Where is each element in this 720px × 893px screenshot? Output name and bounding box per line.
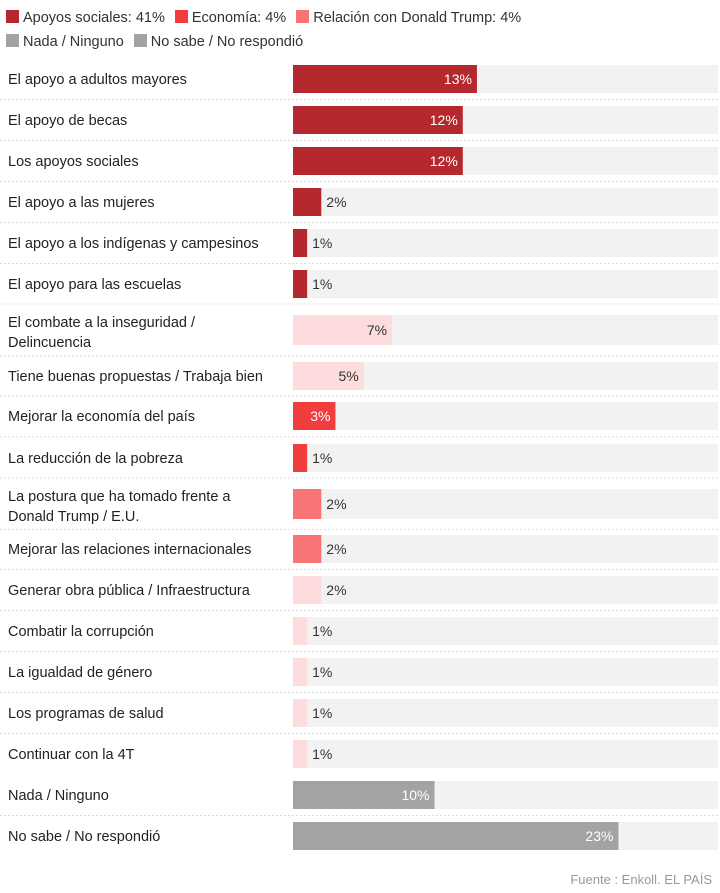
legend-swatch (296, 10, 310, 23)
legend-swatch (133, 34, 147, 47)
value-label: 1% (312, 276, 332, 292)
category-label: Nada / Ninguno (8, 788, 109, 804)
legend-swatch (6, 34, 19, 47)
category-label: El apoyo a las mujeres (8, 195, 155, 211)
legend-swatch (6, 10, 19, 23)
value-label: 1% (312, 623, 332, 639)
legend-item-apoyos-sociales: Apoyos sociales: 41% (6, 6, 165, 30)
value-label: 23% (585, 828, 613, 844)
bar-track (293, 444, 718, 472)
category-label: Los apoyos sociales (8, 154, 139, 170)
bar (293, 188, 322, 216)
bar (293, 147, 463, 175)
bar (293, 402, 336, 430)
value-label: 1% (312, 450, 332, 466)
bar-track (293, 402, 718, 430)
category-label: La reducción de la pobreza (8, 451, 184, 467)
value-label: 13% (444, 71, 472, 87)
category-label: El apoyo para las escuelas (8, 277, 181, 293)
value-label: 2% (326, 496, 346, 512)
category-label: La igualdad de género (8, 665, 152, 681)
bar-track (293, 535, 718, 563)
category-label: El combate a la inseguridad / Delincuenci… (8, 315, 196, 351)
legend-item-economia: Economía: 4% (174, 6, 287, 30)
bar-track (293, 362, 718, 390)
bar (293, 535, 322, 563)
category-label: La postura que ha tomado frente a Donald … (8, 489, 231, 525)
bar-track (293, 270, 718, 298)
value-label: 2% (326, 194, 346, 210)
category-label: Tiene buenas propuestas / Trabaja bien (8, 369, 263, 385)
chart-legend: Apoyos sociales: 41% Economía: 4% Relaci… (6, 6, 646, 54)
value-label: 1% (312, 746, 332, 762)
bar-track (293, 617, 718, 645)
bar-track (293, 188, 718, 216)
bar (293, 781, 435, 809)
legend-item-no-sabe: No sabe / No respondió (133, 30, 304, 54)
category-label: No sabe / No respondió (8, 829, 160, 845)
legend-item-relacion-trump: Relación con Donald Trump: 4% (296, 6, 521, 30)
legend-label: Economía: 4% (191, 10, 287, 26)
value-label: 3% (310, 408, 330, 424)
value-label: 5% (339, 368, 359, 384)
bar-track (293, 658, 718, 686)
bar (293, 444, 308, 472)
legend-label: Relación con Donald Trump: 4% (313, 10, 522, 26)
value-label: 7% (367, 322, 387, 338)
bar-chart: El apoyo a adultos mayores 13% El apoyo de… (0, 65, 720, 850)
bar-track (293, 740, 718, 768)
value-label: 10% (401, 787, 429, 803)
bar (293, 106, 463, 134)
category-label: El apoyo a los indígenas y campesinos (8, 236, 259, 252)
bar (293, 740, 308, 768)
category-label: El apoyo de becas (8, 113, 127, 129)
bar-track (293, 229, 718, 257)
value-label: 1% (312, 664, 332, 680)
bar (293, 229, 308, 257)
legend-item-nada-ninguno: Nada / Ninguno (6, 30, 124, 54)
value-label: 12% (430, 153, 458, 169)
bar (293, 699, 308, 727)
category-label: Mejorar la economía del país (8, 409, 195, 425)
bar-track (293, 576, 718, 604)
bar (293, 822, 619, 850)
legend-label: Nada / Ninguno (23, 34, 124, 50)
source-credit: Fuente : Enkoll. EL PAÍS (570, 872, 712, 887)
bar (293, 65, 477, 93)
category-label: Los programas de salud (8, 706, 164, 722)
value-label: 2% (326, 582, 346, 598)
bar (293, 658, 308, 686)
legend-label: Apoyos sociales: 41% (23, 10, 165, 26)
value-label: 12% (430, 112, 458, 128)
legend-label: No sabe / No respondió (150, 34, 304, 50)
bar (293, 362, 364, 390)
bar (293, 315, 393, 345)
category-label: El apoyo a adultos mayores (8, 72, 187, 88)
bar (293, 617, 308, 645)
value-label: 1% (312, 235, 332, 251)
value-label: 2% (326, 541, 346, 557)
bar-track (293, 699, 718, 727)
bar (293, 576, 322, 604)
bar-track (293, 489, 718, 519)
bar (293, 489, 322, 519)
category-label: Combatir la corrupción (8, 624, 154, 640)
category-label: Generar obra pública / Infraestructura (8, 583, 251, 599)
category-label: Continuar con la 4T (8, 747, 135, 763)
bar (293, 270, 308, 298)
legend-swatch (174, 10, 188, 23)
category-label: Mejorar las relaciones internacionales (8, 542, 251, 558)
value-label: 1% (312, 705, 332, 721)
